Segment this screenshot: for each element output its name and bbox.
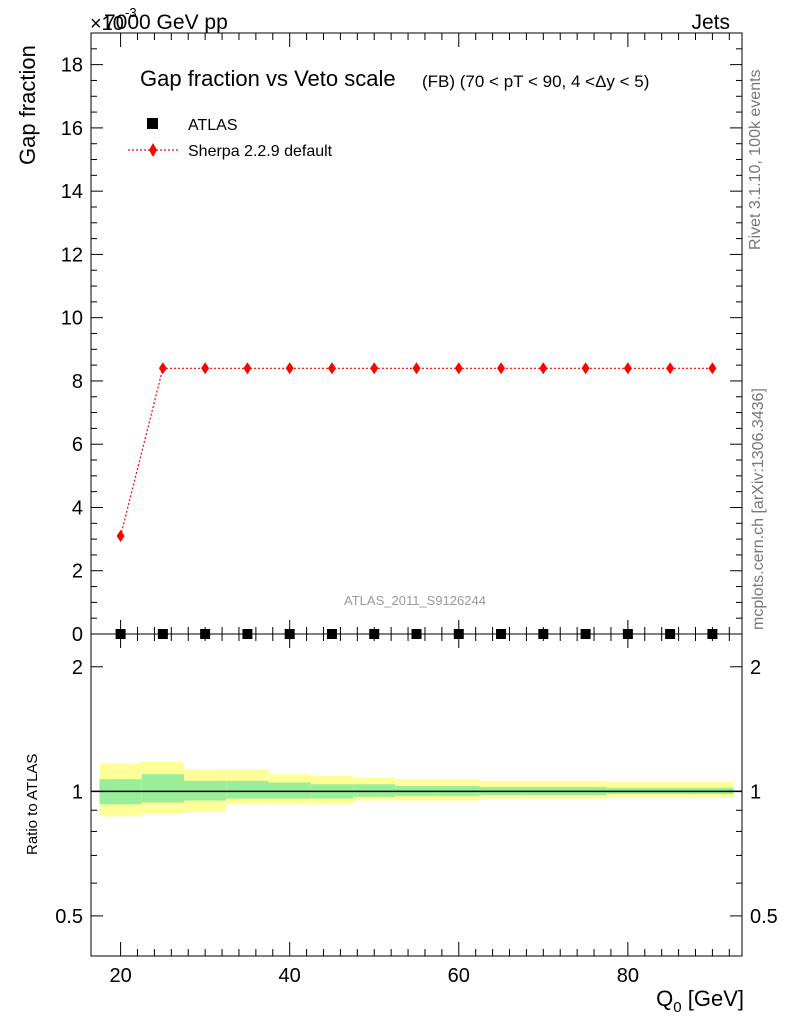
process-label: Jets	[691, 11, 730, 34]
rivet-label: Rivet 3.1.10, 100k events	[747, 69, 764, 250]
main-y-tick-label: 6	[72, 434, 83, 456]
main-y-tick-label: 8	[72, 371, 83, 393]
main-plot-panel: 0 2 4 6 8 10 12 14 16 18 Gap fraction vs Veto sca…	[15, 32, 743, 646]
legend-sherpa-label: Sherpa 2.2.9 default	[188, 143, 333, 160]
x-axis-label-main: Q	[656, 986, 673, 1011]
sherpa-point	[666, 362, 675, 375]
main-title: Gap fraction vs Veto scale	[140, 66, 396, 91]
legend-atlas-label: ATLAS	[188, 117, 238, 134]
sherpa-point	[243, 362, 252, 375]
exponent-label: ×10	[90, 13, 124, 35]
ratio-inner-band	[226, 780, 269, 799]
ratio-y-tick-label: 0.5	[55, 906, 83, 928]
sherpa-point	[412, 362, 421, 375]
x-axis-label: Q0 [GeV]	[656, 986, 744, 1016]
main-subtitle: (FB) (70 < pT < 90, 4 <Δy < 5)	[422, 72, 649, 91]
x-axis-label-unit: [GeV]	[682, 986, 744, 1011]
x-tick-label: 60	[448, 965, 470, 987]
sherpa-point	[539, 362, 548, 375]
analysis-watermark: ATLAS_2011_S9126244	[344, 593, 486, 608]
main-y-tick-label: 16	[61, 118, 83, 140]
x-tick-label: 40	[279, 965, 301, 987]
ratio-plot-panel: 0.5 0.5 1 1 2 2 20 40 60 80 Ratio to ATLAS Q0 [Ge…	[24, 633, 778, 1016]
x-tick-label: 20	[109, 965, 131, 987]
main-y-tick-label: 2	[72, 561, 83, 583]
main-y-tick-label: 14	[61, 181, 83, 203]
sherpa-point	[623, 362, 632, 375]
sherpa-point	[201, 362, 210, 375]
legend-sherpa-marker	[149, 143, 157, 157]
sherpa-point	[327, 362, 336, 375]
main-y-tick-label: 12	[61, 244, 83, 266]
sherpa-point	[285, 362, 294, 375]
ratio-y-tick-label-right: 0.5	[750, 906, 778, 928]
main-y-axis-label: Gap fraction	[15, 45, 40, 165]
legend-atlas-marker	[147, 118, 158, 129]
ratio-axis-ticks: 0.5 0.5 1 1 2 2 20 40 60 80	[55, 634, 778, 987]
ratio-y-tick-label: 1	[72, 781, 83, 803]
ratio-uncertainty-bands	[99, 761, 734, 817]
exponent-power: -3	[125, 5, 137, 20]
main-y-tick-label: 4	[72, 497, 83, 519]
ratio-y-tick-label: 2	[72, 657, 83, 679]
ratio-y-tick-label-right: 1	[750, 781, 761, 803]
main-y-tick-label: 0	[72, 624, 83, 646]
sherpa-point	[497, 362, 506, 375]
sherpa-point	[708, 362, 717, 375]
ratio-inner-band	[141, 774, 184, 803]
main-y-tick-label: 10	[61, 308, 83, 330]
ratio-inner-band	[353, 784, 396, 797]
x-axis-label-subscript: 0	[673, 999, 681, 1016]
ratio-y-tick-label-right: 2	[750, 657, 761, 679]
main-axis-ticks: 0 2 4 6 8 10 12 14 16 18	[61, 32, 742, 646]
energy-label: 7000 GeV pp	[104, 11, 228, 34]
sherpa-point	[158, 362, 167, 375]
sherpa-point	[454, 362, 463, 375]
sherpa-point	[581, 362, 590, 375]
sherpa-series-line	[120, 367, 713, 537]
legend: ATLAS Sherpa 2.2.9 default	[128, 117, 333, 160]
main-y-tick-label: 18	[61, 55, 83, 77]
x-tick-label: 80	[617, 965, 639, 987]
ratio-plot-frame	[90, 633, 743, 957]
sherpa-point	[116, 529, 125, 542]
mcplots-label: mcplots.cern.ch [arXiv:1306.3436]	[750, 388, 767, 630]
ratio-y-axis-label: Ratio to ATLAS	[24, 754, 41, 855]
sherpa-point	[370, 362, 379, 375]
